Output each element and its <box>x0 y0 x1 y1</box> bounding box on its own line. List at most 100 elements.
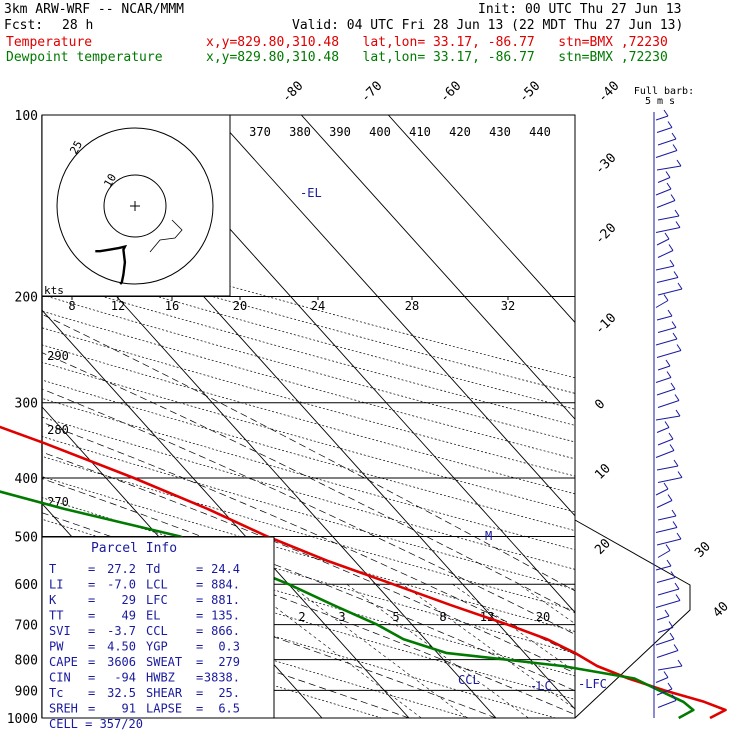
theta-label: 430 <box>489 125 511 139</box>
parcel-eq: = <box>88 702 95 716</box>
wind-barb-flag <box>671 132 677 140</box>
wind-barb <box>655 450 675 458</box>
wind-barb <box>657 588 680 596</box>
isotherm-line <box>387 115 575 718</box>
parcel-eq: = <box>88 624 95 638</box>
pressure-label: 500 <box>15 530 38 545</box>
isotherm-line <box>42 115 410 718</box>
parcel-value: 49 <box>122 609 136 623</box>
wind-barb <box>656 500 673 508</box>
wind-barb <box>656 200 676 208</box>
wind-legend-title: Full barb: <box>634 86 694 97</box>
dry-adiabat-line <box>42 115 575 718</box>
parcel-key: SVI <box>49 624 71 638</box>
wind-barb-flag <box>675 221 681 228</box>
wind-barb-flag <box>665 544 671 551</box>
wind-barb-flag <box>664 609 670 617</box>
mixing-ratio-line <box>518 583 575 718</box>
parcel-eq: = <box>196 578 203 592</box>
frame-extension <box>574 519 691 719</box>
parcel-value: 27.2 <box>107 562 136 576</box>
wind-barb <box>657 400 680 408</box>
wind-barb <box>655 265 675 271</box>
wind-barb <box>656 350 682 358</box>
parcel-info-box <box>41 536 275 719</box>
wind-barb <box>656 465 679 471</box>
theta-label: 370 <box>249 125 271 139</box>
isotherm-line <box>213 115 575 718</box>
mixing-ratio-label: 3 <box>338 610 345 624</box>
parcel-eq: = <box>88 655 95 669</box>
wind-barb-flag <box>672 332 678 340</box>
parcel-eq: = <box>196 686 203 700</box>
wind-barb-flag <box>673 459 679 467</box>
wind-barb <box>657 477 683 483</box>
parcel-value: 3838. <box>204 671 240 685</box>
parcel-value: 91 <box>122 702 136 716</box>
parcel-value: 24.4 <box>211 562 240 576</box>
wind-barb-flag <box>674 394 680 401</box>
isotherm-label: 30 <box>692 539 714 561</box>
parcel-key: PW <box>49 640 64 654</box>
level-marker-label: -LFC <box>578 677 607 691</box>
parcel-value: 866. <box>211 624 240 638</box>
parcel-value: 0.3 <box>218 640 240 654</box>
wind-barb-flag <box>663 294 669 301</box>
parcel-key: T <box>49 562 56 576</box>
wind-legend-value: 5 m s <box>645 96 675 107</box>
parcel-value: 279 <box>218 655 240 669</box>
hodograph-speed-label: 28 <box>405 299 419 313</box>
parcel-cell: CELL = 357/20 <box>49 717 143 731</box>
wind-profile <box>653 109 683 718</box>
parcel-eq: = <box>88 593 95 607</box>
wind-barb <box>655 227 681 233</box>
wind-barb-flag <box>663 482 669 490</box>
header: 3km ARW-WRF -- NCAR/MMM Init: 00 UTC Thu… <box>0 0 740 70</box>
parcel-key: K <box>49 593 57 607</box>
wind-barb <box>655 300 669 308</box>
wind-barb-flag <box>665 359 671 367</box>
wind-barb-flag <box>677 471 683 478</box>
wind-barb <box>657 550 671 558</box>
init-time: Init: 00 UTC Thu 27 Jun 13 <box>478 2 682 17</box>
temperature-line <box>0 425 727 720</box>
mixing-ratio-label: 20 <box>536 610 550 624</box>
wind-barb <box>657 365 671 371</box>
mixing-ratio-label: 8 <box>439 610 446 624</box>
wind-barb <box>655 638 675 646</box>
wind-barb <box>655 415 681 421</box>
wind-barb-flag <box>668 621 674 628</box>
wind-barb <box>655 600 681 608</box>
wind-barb <box>655 377 672 383</box>
model-title: 3km ARW-WRF -- NCAR/MMM <box>4 2 185 17</box>
wind-barb-flag <box>664 421 670 428</box>
wind-barb <box>656 165 682 171</box>
wind-barb <box>657 138 677 146</box>
wind-barb-flag <box>667 494 673 501</box>
dry-adiabat-line <box>42 115 575 718</box>
wind-barb <box>657 700 677 708</box>
moist-adiabat-line <box>42 296 410 718</box>
wind-barb-flag <box>674 209 680 217</box>
hodograph-ring-label: 25 <box>67 139 85 157</box>
fcst-value: 28 h <box>62 18 94 33</box>
isotherm-label: -50 <box>516 79 543 106</box>
wind-barb-flag <box>669 259 675 267</box>
isotherm-label: 40 <box>710 599 732 621</box>
hodograph-speed-label: 12 <box>111 299 125 313</box>
wind-barb <box>656 650 679 658</box>
hodograph-speed-label: 24 <box>311 299 325 313</box>
parcel-key: SREH <box>49 702 78 716</box>
wind-barb <box>655 677 669 683</box>
wind-barb-flag <box>664 232 670 240</box>
pressure-label: 100 <box>15 109 38 124</box>
wind-barb <box>657 627 674 633</box>
wind-barb <box>657 665 683 671</box>
isotherm-label: -80 <box>279 79 306 106</box>
moist-adiabat-line <box>42 296 575 718</box>
dry-adiabat-line <box>42 115 575 718</box>
parcel-value: 32.5 <box>107 686 136 700</box>
wind-barb <box>655 565 672 571</box>
dry-adiabat-line <box>42 115 575 718</box>
parcel-key: YGP <box>146 640 168 654</box>
